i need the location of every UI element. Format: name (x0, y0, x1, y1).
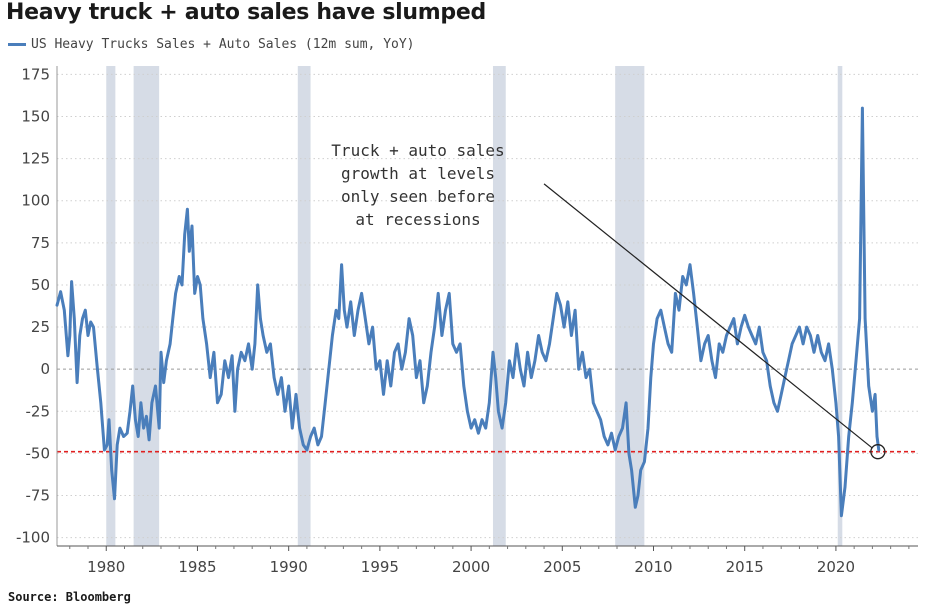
y-tick-label: 0 (40, 360, 50, 378)
reference-lines (57, 368, 918, 453)
annotation-text: growth at levels (341, 164, 495, 183)
annotation-text: at recessions (355, 210, 480, 229)
x-tick-label: 1990 (270, 558, 308, 576)
annotation-circle (870, 444, 886, 460)
source-note: Source: Bloomberg (8, 590, 131, 604)
annotation: Truck + auto sales growth at levels only s… (331, 141, 886, 460)
y-tick-label: 25 (31, 318, 50, 336)
x-tick-label: 2010 (634, 558, 672, 576)
line-chart: 175 150 125 100 75 50 25 0 -25 -50 -75 -100 1980 1985… (16, 65, 918, 576)
x-tick-label: 2005 (543, 558, 581, 576)
annotation-arrow (543, 183, 873, 449)
y-tick-label: -50 (26, 444, 51, 462)
series-line (55, 106, 881, 518)
legend: US Heavy Trucks Sales + Auto Sales (12m … (8, 34, 415, 54)
x-tick-label: 1980 (87, 558, 125, 576)
recession-band (492, 66, 506, 546)
recession-bands (106, 66, 843, 546)
y-tick-label: 100 (21, 192, 50, 210)
recession-band (297, 66, 311, 546)
x-tick-label: 2020 (817, 558, 855, 576)
recession-band (106, 66, 116, 546)
x-tick-label: 1995 (361, 558, 399, 576)
series-layer (55, 106, 881, 518)
y-tick-label: -75 (26, 486, 51, 504)
x-tick-label: 1985 (178, 558, 216, 576)
x-tick-label: 2015 (726, 558, 764, 576)
y-tick-label: -25 (26, 402, 51, 420)
recession-band (133, 66, 160, 546)
y-tick-label: -100 (16, 529, 50, 547)
annotation-text: only seen before (341, 187, 495, 206)
legend-label: US Heavy Trucks Sales + Auto Sales (12m … (31, 36, 415, 52)
chart-title: Heavy truck + auto sales have slumped (6, 0, 486, 25)
annotation-text: Truck + auto sales (331, 141, 504, 160)
y-tick-label: 125 (21, 150, 50, 168)
x-tick-label: 2000 (452, 558, 490, 576)
y-tick-label: 75 (31, 234, 50, 252)
y-tick-label: 175 (21, 65, 50, 83)
y-tick-label: 50 (31, 276, 50, 294)
legend-swatch-icon (8, 42, 26, 46)
recession-band (837, 66, 843, 546)
y-tick-label: 150 (21, 108, 50, 126)
